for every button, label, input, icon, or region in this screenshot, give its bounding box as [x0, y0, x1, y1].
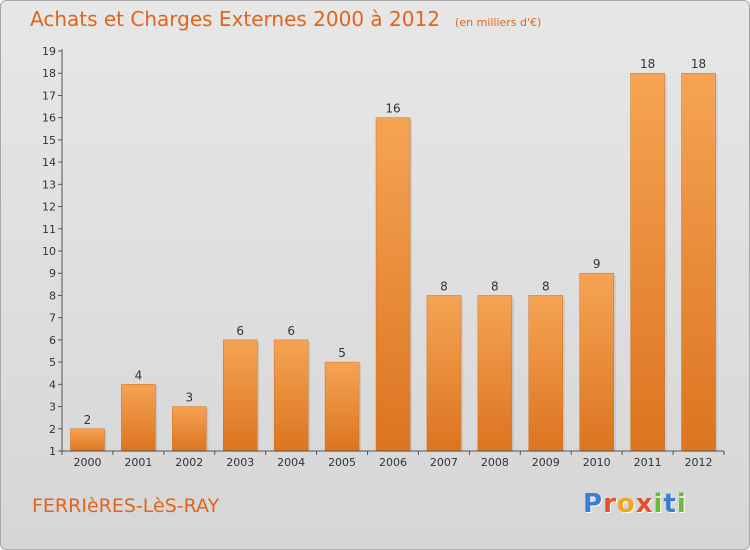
x-tick-label: 2004 [277, 456, 305, 469]
bar-value-label: 3 [185, 391, 193, 405]
logo-letter: r [603, 489, 617, 519]
y-tick-label: 6 [49, 334, 56, 347]
title-row: Achats et Charges Externes 2000 à 2012 (… [30, 7, 541, 31]
logo-letter: t [663, 489, 677, 519]
logo-letter: P [583, 489, 604, 519]
x-tick-label: 2009 [532, 456, 560, 469]
bar-value-label: 9 [593, 257, 601, 271]
bar [426, 295, 462, 452]
bar [477, 295, 513, 452]
y-tick-label: 4 [49, 378, 56, 391]
logo-letter: i [653, 489, 664, 519]
bar [324, 361, 360, 452]
chart-subtitle: (en milliers d'€) [455, 16, 542, 29]
bar-value-label: 16 [385, 102, 400, 116]
y-tick-label: 1 [49, 445, 56, 458]
chart-title: Achats et Charges Externes 2000 à 2012 [30, 7, 440, 31]
logo-letter: i [676, 489, 687, 519]
y-tick-label: 10 [42, 245, 56, 258]
bar [630, 72, 665, 452]
bar [273, 339, 309, 452]
y-tick-label: 17 [42, 89, 56, 102]
bar [172, 406, 207, 452]
x-tick-label: 2005 [328, 456, 356, 469]
bar [528, 295, 564, 452]
y-tick-label: 19 [42, 45, 56, 58]
bar-value-label: 8 [491, 279, 499, 293]
y-tick-label: 15 [42, 134, 56, 147]
x-tick-label: 2008 [481, 456, 509, 469]
y-tick-label: 9 [49, 267, 56, 280]
y-tick-label: 5 [49, 356, 56, 369]
bar-value-label: 6 [287, 324, 295, 338]
x-tick-label: 2012 [685, 456, 713, 469]
bar [222, 339, 258, 452]
x-tick-label: 2002 [175, 456, 203, 469]
x-tick-label: 2010 [583, 456, 611, 469]
bar-value-label: 8 [440, 279, 448, 293]
logo-letter: x [635, 489, 654, 519]
bars-layer: 2 4 3 6 6 5 16 8 8 8 9 18 18 [70, 57, 718, 453]
x-tick-label: 2011 [634, 456, 662, 469]
bar [121, 384, 156, 452]
bar-value-label: 8 [542, 279, 550, 293]
y-tick-label: 14 [42, 156, 56, 169]
x-tick-label: 2007 [430, 456, 458, 469]
bar [681, 72, 716, 452]
bar-value-label: 18 [691, 57, 706, 71]
x-tick-label: 2001 [124, 456, 152, 469]
bar-value-label: 18 [640, 57, 655, 71]
bar [579, 272, 614, 452]
y-tick-label: 3 [49, 401, 56, 414]
x-tick-label: 2006 [379, 456, 407, 469]
y-tick-label: 11 [42, 223, 56, 236]
logo-letter: o [616, 489, 636, 519]
bar-value-label: 2 [84, 413, 92, 427]
place-name: FERRIèRES-LèS-RAY [32, 495, 220, 517]
y-tick-label: 16 [42, 112, 56, 125]
y-tick-label: 18 [42, 67, 56, 80]
y-tick-label: 13 [42, 178, 56, 191]
axis-layer: 2000 2001 2002 2003 2004 2005 2006 2007 2008 2009… [42, 45, 725, 469]
y-tick-label: 8 [49, 289, 56, 302]
brand-logo: Proxiti [583, 489, 687, 519]
x-tick-label: 2000 [73, 456, 101, 469]
bar [70, 428, 105, 452]
bar-value-label: 6 [236, 324, 244, 338]
bar [375, 117, 411, 452]
y-tick-label: 12 [42, 201, 56, 214]
y-tick-label: 2 [49, 423, 56, 436]
x-tick-label: 2003 [226, 456, 254, 469]
bar-value-label: 4 [135, 368, 143, 382]
bar-value-label: 5 [338, 346, 346, 360]
y-tick-label: 7 [49, 312, 56, 325]
